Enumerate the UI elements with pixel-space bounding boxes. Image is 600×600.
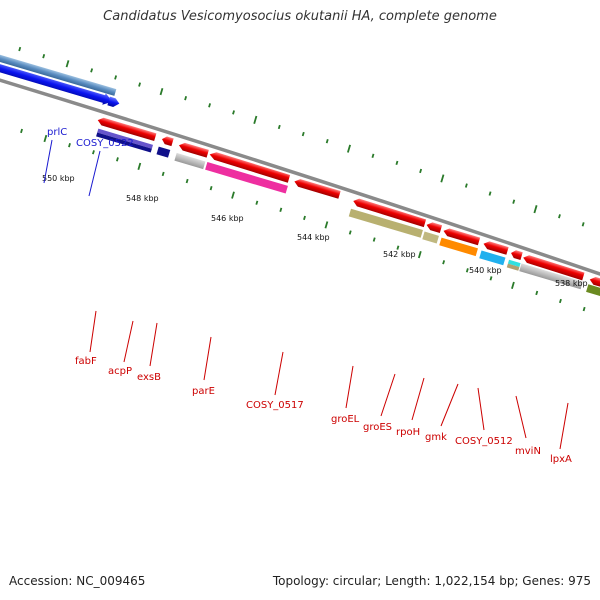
gene-COSY_0522 [107,96,120,107]
cog-groES [422,231,439,244]
cog-COSY_0512 [507,259,521,267]
tick-label-550: 550 kbp [42,174,75,183]
cog-fabF-a [97,128,154,149]
label-COSY_0512: COSY_0512 [455,436,513,447]
genome-summary-text: Topology: circular; Length: 1,022,154 bp… [272,574,591,588]
gene-COSY_0512 [511,250,523,260]
leader-prlC [43,139,53,184]
label-mviN: mviN [515,446,541,457]
outer-ticks [18,46,585,227]
label-lpxA: lpxA [550,454,572,465]
label-rpoH: rpoH [396,427,420,438]
label-exsB: exsB [137,372,161,383]
label-COSY_0517: COSY_0517 [246,400,304,411]
cog-exsB [174,152,206,170]
genome-backbone [0,58,600,322]
label-gmk: gmk [425,432,447,443]
label-groES: groES [363,422,392,433]
label-prlC: prlC [47,127,67,138]
tick-label-546: 546 kbp [211,214,244,223]
tick-label-538: 538 kbp [555,279,588,288]
gene-prlC [0,62,113,105]
gene-cog-bar [0,53,117,96]
leader-COSY_0522 [88,150,101,197]
gene-exsB [178,142,209,158]
cog-COSY_0512b [506,263,520,271]
label-fabF: fabF [75,356,97,367]
gene-COSY_0517 [294,179,341,199]
cog-gmk [479,250,506,266]
label-groEL: groEL [331,414,360,425]
tick-label-542: 542 kbp [383,250,416,259]
accession-text: Accession: NC_009465 [9,574,146,588]
gene-mviN [523,255,585,281]
gene-gmk [483,241,509,255]
gene-rpoH [443,228,481,246]
gene-fabF [97,117,157,142]
cog-parE [205,162,288,194]
gene-groES [426,222,443,233]
cog-fabF-b [96,132,152,153]
label-COSY_0522: COSY_0522 [76,138,134,149]
label-parE: parE [192,386,215,397]
cog-groEL [348,208,423,238]
cog-lpxA [586,284,600,302]
label-acpP: acpP [108,366,132,377]
tick-label-544: 544 kbp [297,233,330,242]
cog-mviN [519,263,583,290]
inner-ticks [20,128,586,312]
cog-rpoH [439,237,478,257]
genome-title: Candidatus Vesicomyosocius okutanii HA, … [103,9,497,24]
gene-groEL [353,198,427,228]
gene-acpP [161,136,174,147]
cog-acpP [156,146,171,158]
tick-label-548: 548 kbp [126,194,159,203]
gene-lpxA [589,277,600,293]
gene-parE [209,152,291,183]
tick-label-540: 540 kbp [469,266,502,275]
